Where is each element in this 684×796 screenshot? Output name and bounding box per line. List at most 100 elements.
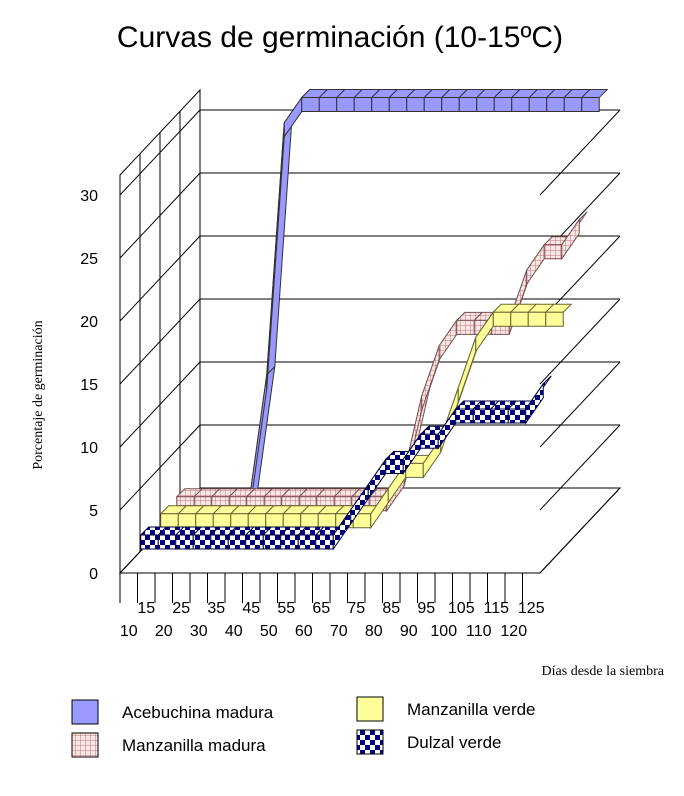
x-tick-label: 45 [242,600,260,617]
x-tick-label: 85 [382,600,400,617]
ribbon-face [371,97,390,113]
ribbon-face [457,337,477,402]
x-tick-label: 50 [260,623,278,640]
ribbon-face [527,311,547,327]
ribbon-face [458,97,478,113]
x-tick-label: 115 [483,600,509,617]
ribbon-face [265,513,284,529]
ribbon-face [318,97,338,113]
gridline-right [539,109,621,196]
x-tick-label: 75 [347,600,365,617]
x-tick-label: 120 [500,623,527,640]
ribbon-face [581,97,600,113]
ribbon-face [563,97,583,113]
ribbon-face [406,97,425,113]
ribbon-face [543,244,563,260]
ribbon-face [336,97,355,113]
series-3 [139,375,552,551]
ribbon-face [525,382,544,425]
ribbon-face [388,97,408,113]
ribbon-face [493,97,513,113]
ribbon-face [317,513,337,529]
ribbon-face [423,97,443,113]
ribbon-face [561,218,580,261]
x-tick-label: 110 [466,623,492,640]
ribbon-face [282,513,302,529]
ribbon-face [262,534,282,550]
x-tick-label: 40 [225,623,243,640]
gridline-right [539,361,621,448]
legend-label: Dulzal verde [407,733,502,752]
ribbon-face [546,97,565,113]
ribbon-face [297,534,317,550]
y-tick-labels: 0 5 10 15 20 25 30 [80,188,98,583]
x-tick-label: 105 [448,600,475,617]
legend: Acebuchina madura Manzanilla madura Manzan… [71,696,536,758]
ribbon-face [157,534,177,550]
x-tick-label: 100 [430,623,457,640]
ribbon-face [227,534,247,550]
y-tick-label: 20 [80,314,98,331]
ribbon-face [490,408,509,424]
ribbon-face [353,97,373,113]
legend-swatch [356,729,384,755]
y-tick-label: 25 [80,251,98,268]
ribbon-face [545,311,564,327]
ribbon-face [195,513,214,529]
legend-swatch [356,696,384,722]
ribbon-face [441,97,460,113]
chart-title: Curvas de germinación (10-15ºC) [117,21,563,54]
ribbon-face [476,97,495,113]
x-tick-label: 70 [330,623,348,640]
x-tick-label: 55 [277,600,295,617]
x-tick-label: 90 [400,623,418,640]
ribbon-face [230,513,249,529]
x-tick-label: 80 [365,623,383,640]
ribbon-face [421,345,440,411]
ribbon-face [438,318,458,362]
x-tick-label: 60 [295,623,313,640]
ribbon-face [212,513,232,529]
y-tick-label: 10 [80,440,98,457]
x-axis-label: Días desde la siembra [542,664,665,679]
ribbon-face [456,319,475,335]
ribbon-face [192,534,212,550]
legend-label: Manzanilla verde [407,700,536,719]
y-tick-label: 15 [80,377,98,394]
ribbon-face [510,311,529,327]
ribbon-face [160,513,179,529]
ribbon-face [472,408,492,424]
gridline-right [539,298,621,385]
ribbon-face [526,243,545,286]
y-tick-label: 5 [89,503,98,520]
legend-label: Manzanilla madura [122,736,266,755]
x-tick-label: 35 [207,600,225,617]
series-ribbons [139,89,609,551]
ribbon-face [301,97,320,113]
legend-swatch [71,732,99,758]
ribbon-face [280,534,299,550]
x-tick-label: 10 [120,623,138,640]
ribbon-face [210,534,229,550]
x-tick-label: 20 [155,623,173,640]
ribbon-face [247,513,267,529]
x-tick-label: 95 [417,600,435,617]
gridline-right [539,424,621,511]
x-tick-label: 30 [190,623,208,640]
ribbon-face [507,408,527,424]
legend-swatch [71,699,99,725]
ribbon-face [283,95,303,139]
ribbon-face [300,513,319,529]
legend-label: Acebuchina madura [122,703,274,722]
ribbon-face [140,534,159,550]
x-tick-label: 25 [172,600,190,617]
x-tick-label: 15 [137,600,155,617]
ribbon-face [455,408,474,424]
y-axis-label: Porcentaje de germinación [31,320,46,469]
ribbon-face [492,311,512,327]
y-tick-label: 30 [80,188,98,205]
ribbon-face [420,433,439,449]
ribbon-face [177,513,197,529]
